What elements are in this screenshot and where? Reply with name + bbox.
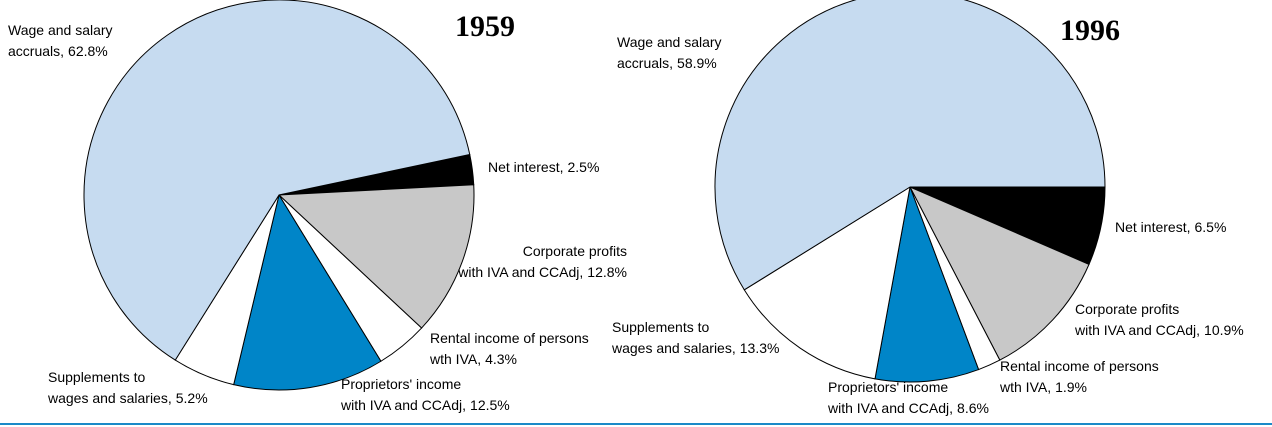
label-line: Rental income of persons — [430, 330, 589, 346]
label-line: Supplements to — [48, 369, 145, 385]
label-line: Wage and salary — [8, 22, 113, 38]
label-line: Wage and salary — [617, 34, 722, 50]
label-line: Proprietors' income — [341, 376, 461, 392]
slice-label: Net interest, 2.5% — [488, 159, 599, 175]
pie-slice — [233, 193, 382, 391]
label-line: Net interest, — [1115, 219, 1190, 235]
slice-label: Rental income of persons wth IVA, 1.9% — [999, 358, 1159, 395]
slice-label: Rental income of persons wth IVA, 4.3% — [429, 330, 589, 367]
label-line: Corporate profits — [523, 243, 627, 259]
value-label: 5.2% — [176, 390, 208, 406]
label-line: Proprietors' income — [828, 379, 948, 395]
value-label: 12.5% — [470, 397, 510, 413]
label-line: Net interest, — [488, 159, 563, 175]
slice-label: Supplements to wages and salaries, 5.2% — [47, 369, 208, 406]
chart-title: 1959 — [455, 10, 515, 43]
slice-label: Supplements to wages and salaries, 13.3% — [611, 319, 779, 356]
label-line: Corporate profits — [1075, 301, 1179, 317]
slice-label: Proprietors' income with IVA and CCAdj, 8.… — [827, 379, 989, 416]
pie-slice — [874, 185, 980, 383]
label-line: Supplements to — [612, 319, 709, 335]
slice-label: Corporate profits with IVA and CCAdj, 10.9… — [1074, 301, 1244, 338]
slice-label: Wage and salary accruals, 58.9% — [617, 34, 722, 71]
pie-slice — [277, 184, 475, 329]
label-line: wages and salaries, — [47, 390, 172, 406]
label-line: Rental income of persons — [1000, 358, 1159, 374]
label-line: wth IVA, — [999, 379, 1051, 395]
value-label: 2.5% — [567, 159, 599, 175]
slice-label: Wage and salary accruals, 62.8% — [8, 22, 113, 59]
label-line: with IVA and CCAdj, — [1074, 322, 1200, 338]
pie-slice — [743, 185, 911, 380]
slice-label: Net interest, 6.5% — [1115, 219, 1226, 235]
value-label: 10.9% — [1204, 322, 1244, 338]
label-line: accruals, — [617, 55, 673, 71]
value-label: 12.8% — [587, 264, 627, 280]
chart-title: 1996 — [1060, 14, 1120, 47]
value-label: 1.9% — [1055, 379, 1087, 395]
pie-slice — [83, 0, 471, 361]
value-label: 8.6% — [957, 400, 989, 416]
label-line: accruals, — [8, 43, 64, 59]
label-line: wages and salaries, — [611, 340, 736, 356]
value-label: 4.3% — [485, 351, 517, 367]
label-line: with IVA and CCAdj, — [827, 400, 953, 416]
value-label: 62.8% — [68, 43, 108, 59]
slice-label: Proprietors' income with IVA and CCAdj, 12… — [340, 376, 510, 413]
value-label: 58.9% — [677, 55, 717, 71]
pie-slice — [908, 185, 1090, 361]
slice-label: Corporate profits with IVA and CCAdj, 12.8… — [457, 243, 627, 280]
value-label: 6.5% — [1194, 219, 1226, 235]
label-line: wth IVA, — [429, 351, 481, 367]
value-label: 13.3% — [740, 340, 780, 356]
label-line: with IVA and CCAdj, — [457, 264, 583, 280]
pie-slice — [714, 0, 1106, 291]
label-line: with IVA and CCAdj, — [340, 397, 466, 413]
